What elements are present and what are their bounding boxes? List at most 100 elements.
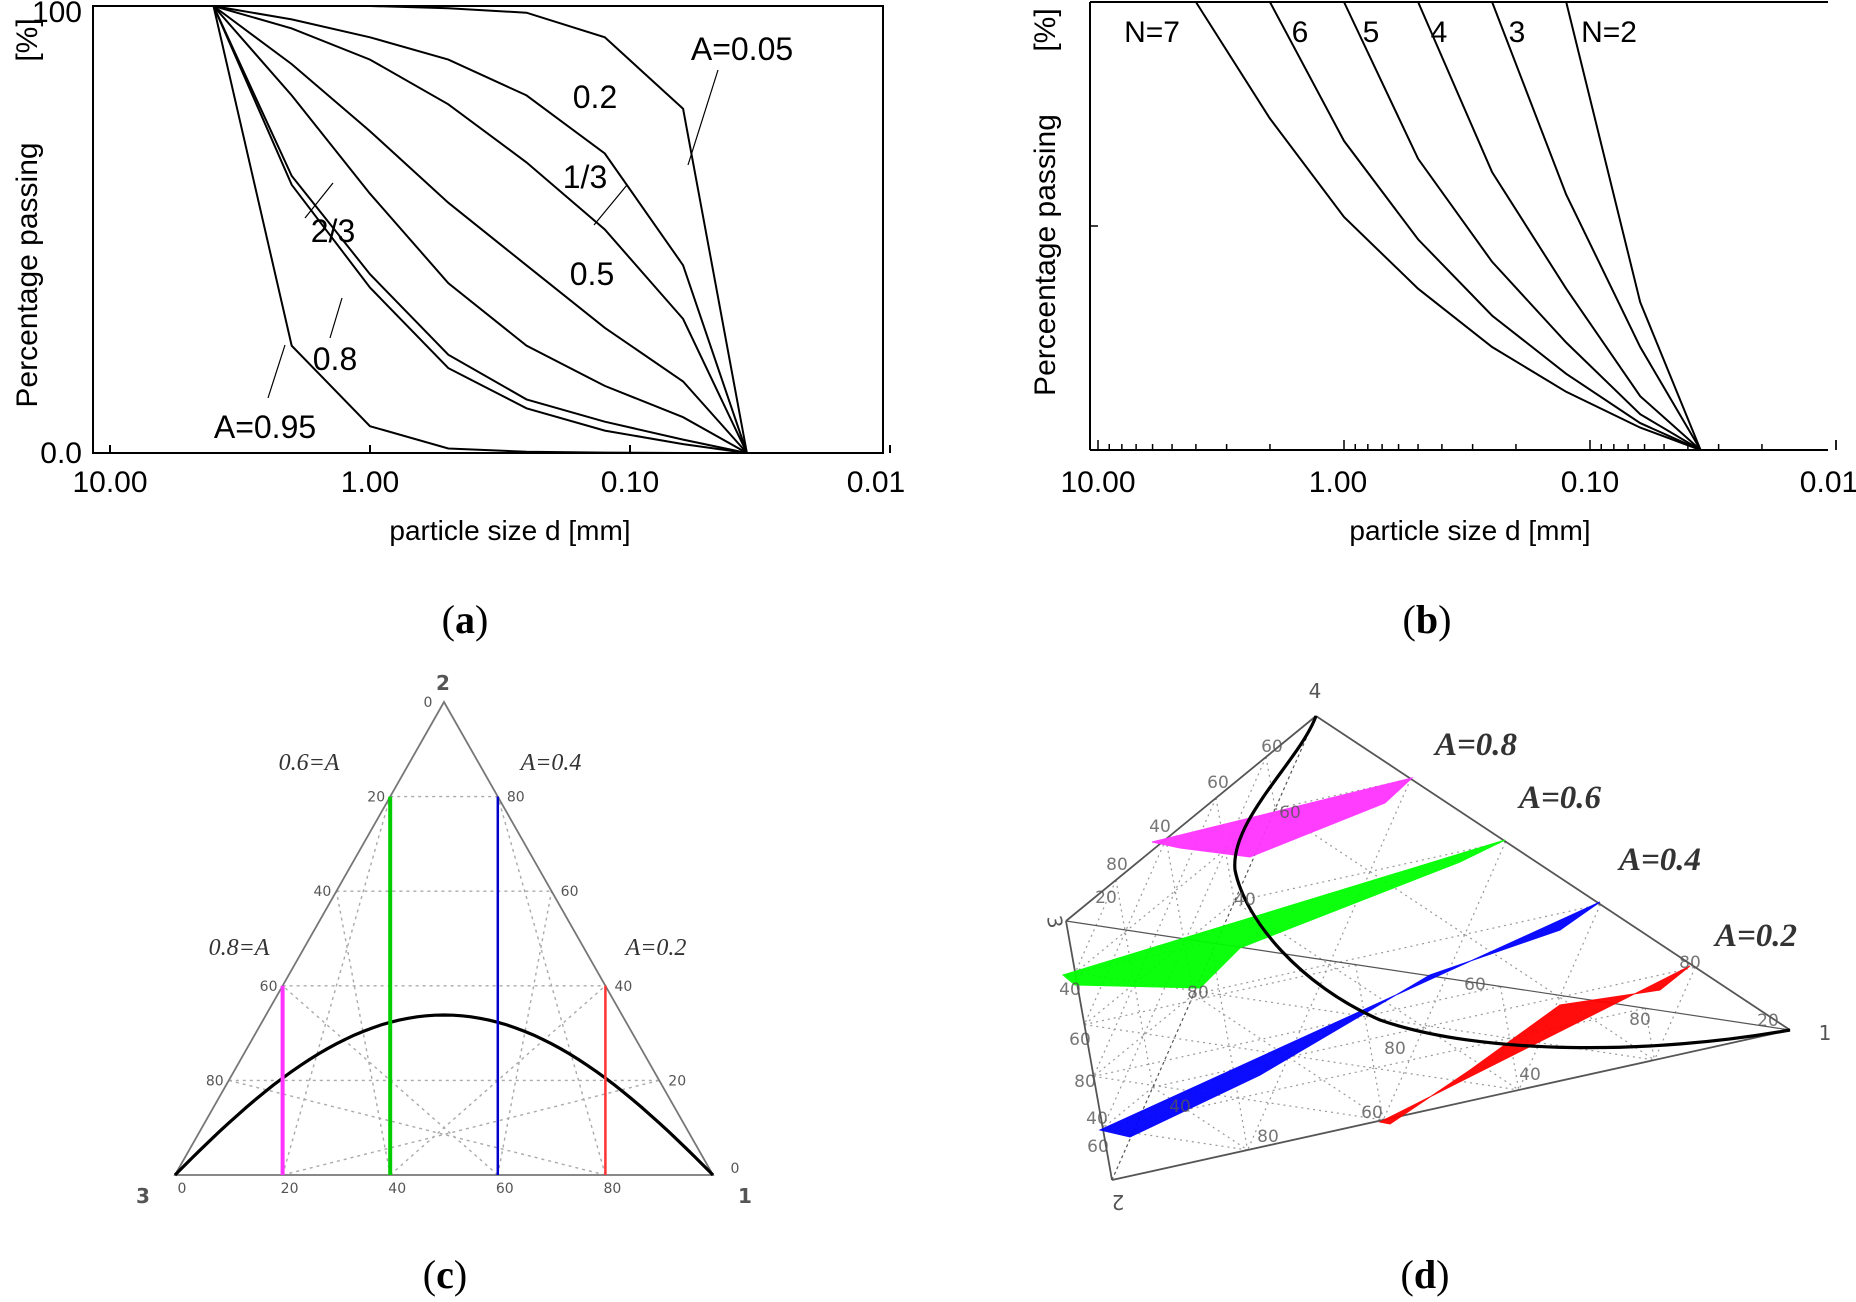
panel-d-tick-12: 80 — [1187, 983, 1209, 1003]
panel-d-gridline-27 — [1084, 964, 1356, 1026]
panel-d: 60 60 40 80 20 40 60 80 40 60 60 40 80 40 80 60 40 80 80 20… — [1042, 679, 1831, 1297]
panel-c-gridline-5 — [389, 985, 606, 1176]
panel-a-xtick-0.01: 0.01 — [847, 466, 905, 499]
panel-d-series-label-3: A=0.2 — [1713, 918, 1797, 954]
panel-d-tick-14: 80 — [1257, 1127, 1279, 1147]
panel-c-series-label-2: A=0.4 — [519, 750, 582, 776]
panel-b-series-line-0 — [1195, 1, 1701, 451]
panel-b-series-labels: N=7 6 5 4 3 N=2 — [1124, 16, 1637, 49]
panel-c-vertex-2: 2 — [436, 671, 450, 695]
panel-d-gridline-4 — [1083, 838, 1167, 1025]
panel-a-caption: (a) — [442, 597, 489, 642]
panel-b-series-line-1 — [1269, 1, 1702, 451]
panel-d-series-label-1: A=0.6 — [1517, 780, 1602, 816]
panel-d-edge-1 — [1315, 715, 1791, 1031]
panel-a-series-line-3 — [212, 5, 748, 454]
panel-b-y-axis-label: Perceentage passing — [1029, 114, 1062, 396]
panel-d-plane-2 — [1098, 901, 1601, 1138]
panel-d-tick-19: 20 — [1757, 1011, 1779, 1031]
panel-b-xtick-1: 1.00 — [1309, 466, 1367, 499]
panel-b-series-label-2: 5 — [1363, 16, 1380, 49]
panel-d-tick-15: 60 — [1361, 1103, 1383, 1123]
panel-d-tick-9: 60 — [1087, 1137, 1109, 1157]
panel-c-series-label-3: A=0.2 — [624, 935, 687, 961]
panel-c-vertex-1: 1 — [738, 1184, 752, 1208]
panel-c-bottom-tick-0: 0 — [178, 1181, 187, 1197]
panel-d-tick-11: 40 — [1234, 890, 1256, 910]
panel-a-xtick-10: 10.00 — [72, 466, 147, 499]
panel-b-series-line-2 — [1343, 1, 1702, 451]
panel-a-series-label-3: 0.5 — [570, 256, 614, 292]
panel-a: A=0.05 0.2 1/3 0.5 2/3 0.8 A=0.95 100 0.0 10.0… — [11, 0, 905, 642]
panel-d-edge-2 — [1065, 920, 1113, 1181]
panel-b-series-line-4 — [1491, 1, 1702, 451]
panel-d-vertex-4: 4 — [1309, 679, 1322, 703]
panel-d-gridline-23 — [1247, 778, 1412, 1151]
panel-c-bottom-tick-1: 20 — [281, 1181, 299, 1197]
panel-a-ytick-0: 0.0 — [40, 437, 82, 470]
panel-d-tick-6: 60 — [1069, 1030, 1091, 1050]
panel-a-series-label-2: 1/3 — [563, 159, 607, 195]
panel-d-vertex-3: 3 — [1042, 913, 1068, 930]
panel-a-series-label-1: 0.2 — [573, 79, 617, 115]
panel-d-tick-17: 80 — [1629, 1010, 1651, 1030]
panel-d-gridline-9 — [1115, 879, 1154, 1088]
panel-c-gridline-10 — [228, 1079, 606, 1176]
panel-d-tick-0: 60 — [1261, 737, 1283, 757]
panel-d-gridline-1 — [1074, 879, 1117, 974]
panel-a-series-line-5 — [212, 5, 748, 454]
panel-a-y-axis-label: Percentage passing — [11, 142, 44, 407]
panel-a-leader-3 — [329, 297, 343, 339]
panel-a-series-lines — [212, 5, 748, 454]
panel-d-gridline-10 — [1102, 756, 1267, 1129]
panel-a-plot-frame — [92, 5, 884, 454]
panel-c-right-tick-3: 20 — [668, 1073, 686, 1089]
panel-d-gridline-15 — [1234, 841, 1506, 903]
panel-b-tick-marks — [1090, 1, 1837, 450]
panel-c-gridline-1 — [281, 796, 391, 1176]
panel-d-gridline-22 — [1274, 808, 1655, 1061]
panel-d-tick-16: 40 — [1519, 1065, 1541, 1085]
panel-a-series-line-6 — [212, 5, 748, 454]
panel-a-x-axis-label: particle size d [mm] — [389, 515, 630, 546]
panel-c-left-tick-0: 20 — [367, 790, 385, 806]
panel-a-series-label-0: A=0.05 — [691, 31, 793, 67]
panel-c-series-label-1: 0.6=A — [279, 750, 340, 776]
panel-d-tick-4: 20 — [1095, 888, 1117, 908]
panel-a-series-line-1 — [213, 5, 748, 454]
panel-c-left-tick-3: 80 — [206, 1073, 224, 1089]
panel-c-curve — [173, 1013, 715, 1177]
panel-a-series-label-7: A=0.95 — [214, 409, 316, 445]
panel-d-tick-13: 40 — [1169, 1097, 1191, 1117]
panel-b-caption: (b) — [1403, 597, 1452, 642]
panel-a-xtick-0.1: 0.10 — [601, 466, 659, 499]
panel-c-gridline-8 — [497, 891, 553, 1176]
panel-d-tick-7: 80 — [1074, 1072, 1096, 1092]
panel-d-tick-3: 80 — [1106, 855, 1128, 875]
panel-b: N=7 6 5 4 3 N=2 10.00 1.00 0.10 0.01 particle… — [1029, 1, 1856, 642]
panel-a-series-labels: A=0.05 0.2 1/3 0.5 2/3 0.8 A=0.95 — [214, 31, 793, 445]
panel-a-series-line-7 — [212, 5, 747, 454]
panel-c-caption-letter: c — [436, 1252, 454, 1297]
panel-a-leader-1 — [593, 184, 628, 226]
panel-d-tick-5: 40 — [1059, 980, 1081, 1000]
panel-c-apex-zero: 0 — [424, 695, 433, 711]
panel-c-caption: (c) — [423, 1252, 467, 1297]
panel-d-series-label-0: A=0.8 — [1433, 727, 1517, 763]
panel-d-gridline-13 — [1152, 1086, 1248, 1151]
panel-d-vertex-2: 2 — [1112, 1190, 1125, 1214]
panel-c-series-label-0: 0.8=A — [209, 935, 270, 961]
panel-a-series-label-4: 2/3 — [311, 213, 355, 249]
panel-a-y-axis-unit: [%] — [11, 18, 44, 61]
panel-d-tick-21: 80 — [1384, 1039, 1406, 1059]
panel-c-bottom-tick-4: 80 — [603, 1181, 621, 1197]
panel-a-series-line-0 — [213, 5, 748, 454]
panel-a-series-line-4 — [212, 5, 748, 454]
panel-d-gridline-16 — [1193, 993, 1384, 1121]
panel-c-vertex-3: 3 — [136, 1184, 150, 1208]
panel-d-edge-0 — [1065, 715, 1317, 922]
panel-d-gridline-32 — [1355, 964, 1384, 1121]
panel-d-gridline-20 — [1382, 841, 1507, 1121]
panel-a-caption-letter: a — [455, 597, 475, 642]
